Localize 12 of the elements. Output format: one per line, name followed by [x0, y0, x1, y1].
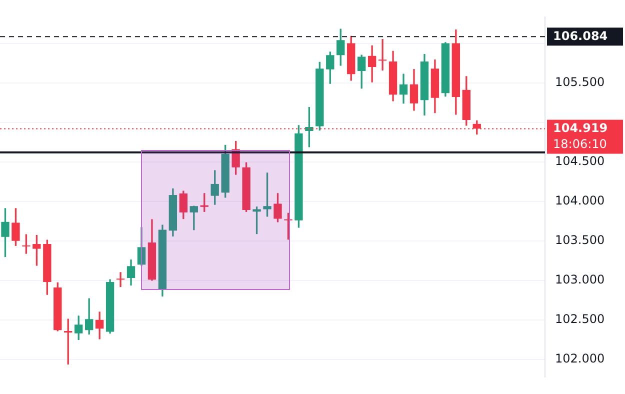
candlestick [116, 272, 125, 288]
y-tick-label: 102.500 [555, 312, 605, 326]
y-tick-label: 105.500 [555, 74, 605, 89]
y-tick-label: 103.000 [555, 272, 605, 287]
ref-line-label: 104.919 [553, 120, 608, 135]
ref-line-label: 106.084 [553, 28, 608, 43]
candlestick [378, 39, 387, 70]
y-tick-label: 102.000 [555, 352, 605, 366]
y-tick-label: 104.000 [555, 193, 605, 208]
text: 18:06:10 [553, 136, 607, 151]
y-tick-label: 103.500 [555, 232, 605, 247]
y-tick-label: 104.500 [555, 154, 605, 168]
